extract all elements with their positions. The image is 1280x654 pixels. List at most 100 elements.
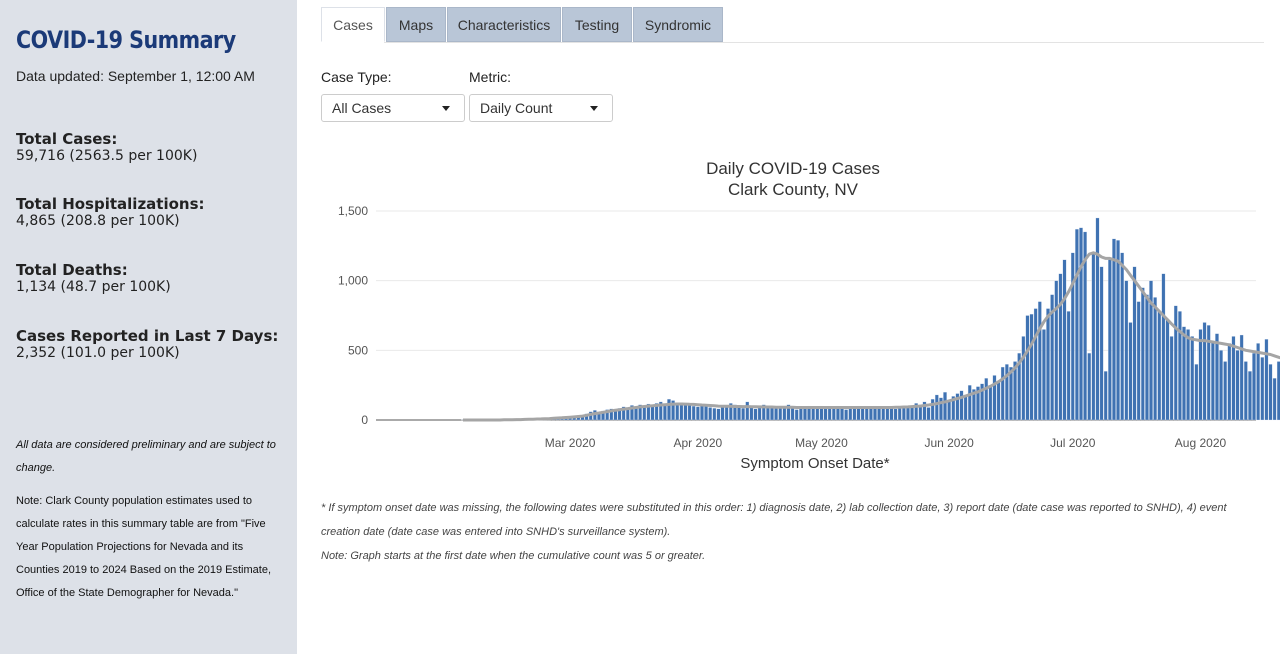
x-tick-label: Jul 2020 (1050, 436, 1096, 450)
bar (939, 397, 943, 421)
bar-series (461, 217, 1280, 421)
stat-label: Total Deaths: (16, 261, 128, 279)
bar (1157, 311, 1162, 421)
bar (852, 408, 857, 421)
bar (630, 405, 634, 421)
bar (922, 401, 927, 421)
stat-value: 2,352 (101.0 per 100K) (16, 345, 180, 361)
data-updated-text: Data updated: September 1, 12:00 AM (16, 68, 255, 84)
bar (1198, 329, 1203, 421)
metric-select[interactable]: Daily Count (469, 94, 613, 122)
stat-label: Total Hospitalizations: (16, 195, 205, 213)
x-tick-label: May 2020 (795, 436, 848, 450)
bar (1116, 240, 1120, 421)
bar (1231, 336, 1236, 421)
bar (1050, 294, 1055, 421)
bar (691, 405, 696, 421)
bar (737, 407, 741, 421)
bar (1095, 217, 1100, 421)
bar (869, 408, 873, 421)
bar (1091, 252, 1096, 421)
bar (794, 409, 799, 421)
bar (959, 390, 964, 421)
bar (1103, 371, 1108, 421)
bar (675, 403, 680, 421)
tab-syndromic[interactable]: Syndromic (633, 7, 723, 42)
tab-testing[interactable]: Testing (562, 7, 632, 42)
bar (984, 378, 989, 421)
metric-label: Metric: (469, 69, 511, 85)
bar (934, 394, 939, 421)
bar (687, 403, 692, 421)
bar (1202, 322, 1207, 421)
bar (720, 405, 725, 421)
bar (704, 404, 708, 421)
bar (621, 406, 626, 421)
tab-divider (384, 42, 1264, 43)
bar (1256, 343, 1261, 421)
bar (1009, 366, 1013, 421)
stat-value: 59,716 (2563.5 per 100K) (16, 148, 198, 164)
tab-cases[interactable]: Cases (321, 7, 385, 42)
bar (1124, 280, 1129, 421)
tab-maps[interactable]: Maps (386, 7, 446, 42)
bar (1132, 266, 1137, 421)
chart-subtitle: Clark County, NV (728, 180, 859, 199)
case-type-label: Case Type: (321, 69, 392, 85)
bar (1025, 315, 1030, 421)
bar (1128, 322, 1133, 421)
bar (1169, 336, 1174, 421)
bar (1083, 231, 1087, 421)
bar (1272, 378, 1277, 421)
bar (1054, 280, 1059, 421)
bar (658, 401, 663, 421)
stat-total-deaths: Total Deaths: 1,134 (48.7 per 100K) (16, 262, 171, 296)
bar (1017, 352, 1022, 421)
y-tick-label: 0 (361, 413, 368, 427)
chart-title: Daily COVID-19 Cases (706, 159, 880, 178)
bar (1099, 266, 1104, 421)
footnote-graph-start: Note: Graph starts at the first date whe… (321, 550, 706, 562)
bar (955, 393, 960, 421)
bar (815, 407, 820, 421)
bar (943, 391, 947, 421)
bar (766, 407, 770, 421)
bar (1190, 336, 1195, 421)
y-tick-label: 500 (348, 343, 368, 357)
bar (1136, 301, 1141, 421)
bar (1070, 252, 1075, 421)
bar (761, 404, 766, 421)
stat-total-cases: Total Cases: 59,716 (2563.5 per 100K) (16, 131, 197, 165)
bar (951, 396, 956, 421)
bar (840, 407, 844, 421)
tab-characteristics[interactable]: Characteristics (447, 7, 561, 42)
bar (1153, 297, 1158, 421)
bar (605, 409, 610, 421)
bar (617, 408, 622, 421)
bar (741, 408, 746, 421)
bar (988, 385, 993, 421)
bar (992, 375, 997, 421)
bar (1029, 313, 1034, 421)
stat-label: Total Cases: (16, 130, 118, 148)
bar (724, 406, 729, 421)
bar (790, 407, 795, 421)
bar (770, 408, 774, 421)
stat-cases-last-7-days: Cases Reported in Last 7 Days: 2,352 (10… (16, 328, 278, 362)
case-type-select[interactable]: All Cases (321, 94, 465, 122)
x-axis-title: Symptom Onset Date* (740, 455, 889, 472)
bar (1004, 364, 1009, 421)
case-type-value: All Cases (332, 100, 392, 116)
bar (745, 401, 750, 421)
bar (996, 380, 1001, 421)
x-tick-label: Aug 2020 (1175, 436, 1227, 450)
bar (733, 404, 737, 421)
bar (1066, 311, 1071, 421)
population-note: Note: Clark County population estimates … (16, 495, 272, 599)
bar (1140, 287, 1145, 421)
daily-cases-chart: Daily COVID-19 Cases Clark County, NV 0 5… (338, 159, 1280, 472)
bar (1227, 343, 1232, 421)
bar (831, 408, 836, 421)
bar (753, 408, 758, 421)
bar (671, 400, 675, 421)
